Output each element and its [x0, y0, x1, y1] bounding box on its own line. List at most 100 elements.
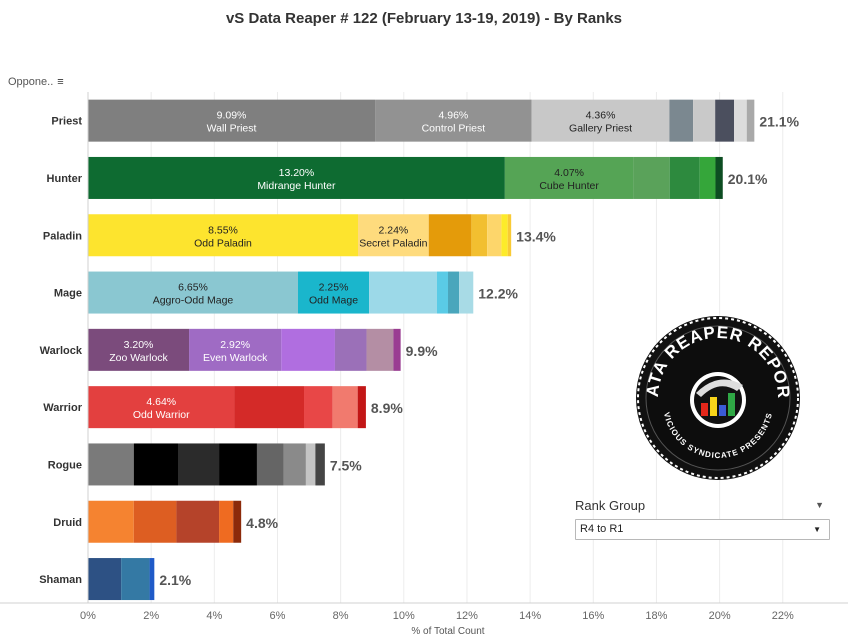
bar-segment[interactable]	[633, 156, 670, 199]
bar-segment[interactable]	[88, 500, 134, 543]
category-label[interactable]: Hunter	[47, 173, 83, 185]
sort-descending-icon[interactable]: ≡	[57, 75, 64, 88]
bar-segment[interactable]	[531, 99, 670, 142]
segment-value-label: 6.65%	[178, 282, 208, 294]
x-tick-label: 22%	[772, 610, 794, 622]
segment-value-label: 2.92%	[220, 339, 250, 351]
bar-segment[interactable]	[459, 271, 474, 314]
segment-archetype-label: Gallery Priest	[569, 123, 632, 135]
x-axis-title: % of Total Count	[411, 626, 484, 637]
bar-segment[interactable]	[375, 99, 532, 142]
segment-value-label: 2.24%	[378, 224, 408, 236]
category-label[interactable]: Shaman	[39, 574, 82, 586]
x-tick-label: 18%	[645, 610, 667, 622]
bar-segment[interactable]	[504, 156, 634, 199]
bar-segment[interactable]	[298, 271, 370, 314]
opponent-header-label: Oppone..	[8, 76, 54, 88]
bar-segment[interactable]	[233, 500, 242, 543]
bar-segment[interactable]	[281, 328, 335, 371]
segment-archetype-label: Odd Warrior	[133, 409, 190, 421]
bar-segment[interactable]	[88, 558, 122, 601]
bar-segment[interactable]	[315, 443, 325, 486]
bar-segment[interactable]	[304, 386, 333, 429]
bar-segment[interactable]	[448, 271, 460, 314]
bar-segment[interactable]	[734, 99, 747, 142]
segment-value-label: 3.20%	[124, 339, 154, 351]
bar-segment[interactable]	[121, 558, 150, 601]
segment-value-label: 4.36%	[586, 110, 616, 122]
bar-segment[interactable]	[669, 156, 700, 199]
bar-segment[interactable]	[256, 443, 284, 486]
category-label[interactable]: Warrior	[43, 402, 82, 414]
bar-segment[interactable]	[428, 214, 472, 257]
bar-segment[interactable]	[699, 156, 716, 199]
category-label[interactable]: Priest	[51, 116, 82, 128]
segment-archetype-label: Secret Paladin	[359, 237, 427, 249]
segment-archetype-label: Odd Mage	[309, 295, 358, 307]
bar-segment[interactable]	[487, 214, 502, 257]
bar-segment[interactable]	[189, 328, 282, 371]
bar-segment[interactable]	[234, 386, 305, 429]
bar-segment[interactable]	[219, 500, 234, 543]
bar-segment[interactable]	[332, 386, 358, 429]
bar-segment[interactable]	[88, 443, 134, 486]
x-tick-label: 6%	[270, 610, 286, 622]
category-label[interactable]: Paladin	[43, 230, 82, 242]
bar-segment[interactable]	[369, 271, 437, 314]
bar-segment[interactable]	[693, 99, 716, 142]
total-value-label: 8.9%	[371, 400, 403, 416]
bar-segment[interactable]	[393, 328, 401, 371]
bar-segment[interactable]	[283, 443, 306, 486]
bar-segment[interactable]	[715, 99, 735, 142]
bar-segment[interactable]	[178, 443, 220, 486]
bar-segment[interactable]	[88, 271, 299, 314]
bar-segment[interactable]	[88, 99, 376, 142]
bar-segment[interactable]	[133, 500, 177, 543]
category-label[interactable]: Druid	[53, 517, 82, 529]
bar-segment[interactable]	[176, 500, 220, 543]
segment-value-label: 9.09%	[217, 110, 247, 122]
rank-group-select[interactable]: R4 to R1 ▼	[575, 519, 830, 540]
total-value-label: 4.8%	[246, 515, 278, 531]
segment-archetype-label: Zoo Warlock	[109, 352, 168, 364]
chevron-down-icon: ▼	[813, 525, 821, 534]
data-reaper-report-logo: DATA REAPER REPORT VICIOUS SYNDICATE PRE…	[633, 313, 800, 480]
bar-segment[interactable]	[88, 386, 235, 429]
bar-segment[interactable]	[357, 386, 366, 429]
segment-value-label: 2.25%	[319, 282, 349, 294]
opponent-column-header[interactable]: Oppone.. ≡	[8, 76, 64, 88]
segment-value-label: 8.55%	[208, 224, 238, 236]
total-value-label: 21.1%	[759, 114, 799, 130]
category-label[interactable]: Mage	[54, 288, 82, 300]
bar-segment[interactable]	[133, 443, 179, 486]
bar-segment[interactable]	[715, 156, 723, 199]
bar-segment[interactable]	[358, 214, 429, 257]
bar-segment[interactable]	[501, 214, 508, 257]
segment-value-label: 4.96%	[438, 110, 468, 122]
bar-segment[interactable]	[305, 443, 316, 486]
bar-segment[interactable]	[471, 214, 488, 257]
bar-segment[interactable]	[436, 271, 449, 314]
bar-segment[interactable]	[88, 214, 359, 257]
bar-segment[interactable]	[88, 328, 190, 371]
x-tick-label: 2%	[143, 610, 159, 622]
bar-segment[interactable]	[149, 558, 155, 601]
segment-value-label: 4.64%	[146, 396, 176, 408]
bar-segment[interactable]	[366, 328, 394, 371]
total-value-label: 9.9%	[406, 343, 438, 359]
bar-segment[interactable]	[669, 99, 694, 142]
chart-title: vS Data Reaper # 122 (February 13-19, 20…	[225, 10, 623, 27]
x-tick-label: 16%	[582, 610, 604, 622]
category-label[interactable]: Warlock	[40, 345, 83, 357]
dropdown-caret-icon[interactable]: ▼	[815, 500, 824, 510]
category-label[interactable]: Rogue	[48, 459, 82, 471]
bar-segment[interactable]	[219, 443, 257, 486]
bar-segment[interactable]	[334, 328, 367, 371]
row-labels: Priest Hunter Paladin Mage Warlock Warrior Rog…	[39, 116, 83, 586]
x-tick-label: 4%	[206, 610, 222, 622]
bar-segment[interactable]	[507, 214, 512, 257]
bar-segment[interactable]	[746, 99, 755, 142]
bar-segment[interactable]	[88, 156, 505, 199]
rank-group-filter: Rank Group ▼ R4 to R1 ▼	[575, 498, 830, 540]
total-value-label: 2.1%	[159, 572, 191, 588]
